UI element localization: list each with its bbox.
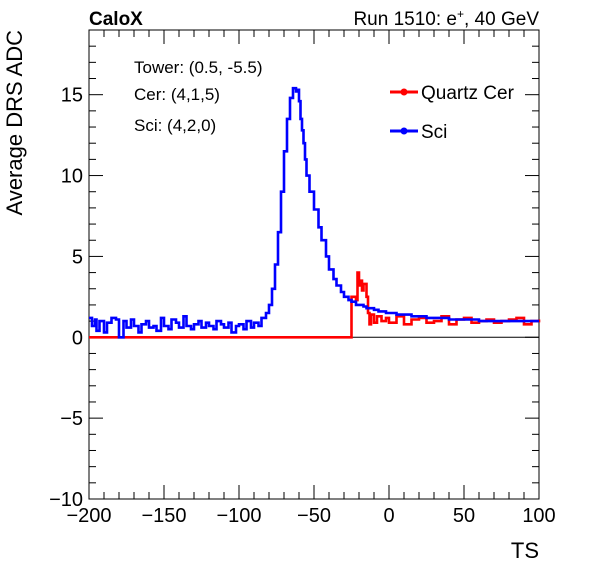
x-tick-label: −150 [141, 505, 186, 527]
series-line-sci [89, 86, 539, 339]
x-tick-label: −50 [297, 505, 331, 527]
x-tick-label: −200 [66, 505, 111, 527]
header-right-prefix: Run 1510: e [353, 9, 457, 30]
legend: Quartz Cer Sci [390, 83, 515, 143]
legend-label-sci: Sci [421, 122, 447, 143]
header-right-sup: + [457, 7, 464, 21]
x-axis-label: TS [511, 538, 539, 563]
y-tick-label: −10 [49, 489, 83, 511]
legend-label-quartz-cer: Quartz Cer [421, 83, 515, 104]
annotation-sci: Sci: (4,2,0) [134, 116, 216, 135]
series-layer [89, 86, 541, 339]
header-right-suffix: , 40 GeV [464, 9, 539, 30]
y-tick-label: 15 [61, 85, 83, 107]
legend-marker-sci [400, 127, 408, 135]
y-tick-label: −5 [60, 408, 83, 430]
legend-marker-quartz-cer [400, 88, 408, 96]
y-tick-label: 0 [72, 327, 83, 349]
header-left: CaloX [89, 9, 143, 30]
x-tick-label: 50 [453, 505, 475, 527]
y-axis-label: Average DRS ADC [2, 30, 27, 216]
x-tick-label: 0 [383, 505, 394, 527]
y-tick-label: 10 [61, 166, 83, 188]
y-tick-label: 5 [72, 246, 83, 268]
annotation-cer: Cer: (4,1,5) [134, 85, 220, 104]
annotation-tower: Tower: (0.5, -5.5) [134, 58, 263, 77]
header-right: Run 1510: e+, 40 GeV [353, 7, 539, 30]
x-tick-label: −100 [216, 505, 261, 527]
x-tick-label: 100 [522, 505, 555, 527]
